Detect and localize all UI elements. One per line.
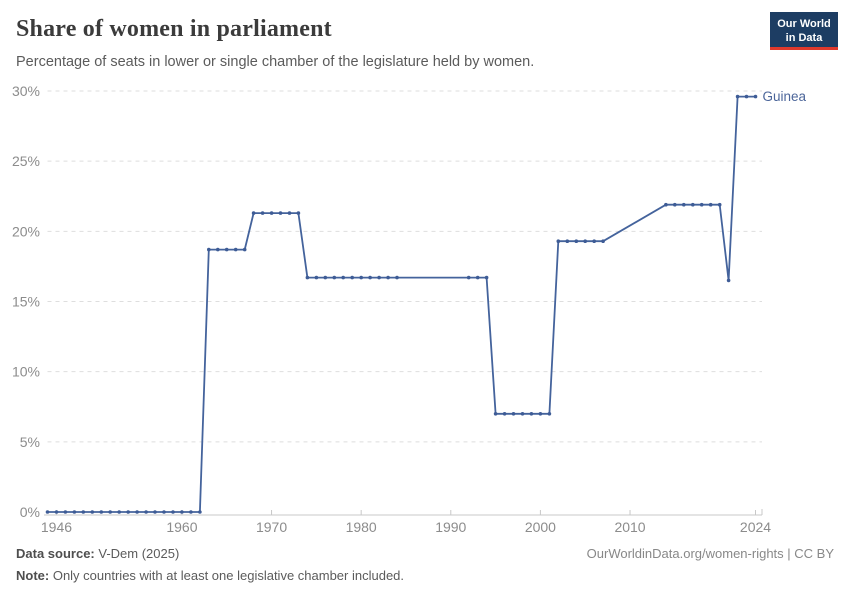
data-point[interactable] (296, 211, 301, 215)
y-axis-tick-label: 15% (12, 294, 40, 310)
data-point[interactable] (726, 278, 731, 283)
data-point[interactable] (314, 275, 319, 280)
data-point[interactable] (99, 510, 104, 514)
data-point[interactable] (278, 211, 283, 215)
data-point[interactable] (484, 275, 489, 280)
data-point[interactable] (45, 510, 50, 514)
series-line[interactable] (46, 95, 757, 513)
data-source-label: Data source: (16, 546, 95, 561)
data-point[interactable] (341, 275, 346, 280)
data-point[interactable] (171, 510, 175, 514)
y-axis-tick-label: 0% (20, 504, 40, 520)
data-point[interactable] (717, 202, 722, 207)
data-point[interactable] (180, 510, 184, 514)
data-point[interactable] (574, 239, 579, 243)
data-point[interactable] (242, 247, 247, 252)
data-point[interactable] (502, 412, 507, 416)
x-axis-tick-label: 1980 (346, 519, 377, 535)
data-point[interactable] (475, 275, 480, 280)
x-axis-tick-label: 1990 (435, 519, 466, 535)
data-point[interactable] (682, 202, 686, 207)
data-point[interactable] (153, 510, 157, 514)
data-point[interactable] (753, 94, 758, 99)
data-point[interactable] (395, 275, 399, 280)
data-point[interactable] (359, 275, 364, 280)
x-axis-tick-label: 1960 (166, 519, 197, 535)
data-point[interactable] (323, 275, 328, 280)
data-point[interactable] (72, 510, 77, 514)
data-point[interactable] (368, 275, 372, 280)
note-value: Only countries with at least one legisla… (49, 568, 405, 583)
owid-link[interactable]: OurWorldinData.org/women-rights | CC BY (586, 546, 834, 561)
data-point[interactable] (287, 211, 292, 215)
x-axis-tick-label: 1946 (41, 519, 72, 535)
data-point[interactable] (224, 247, 229, 252)
data-point[interactable] (126, 510, 130, 514)
x-axis-tick-label: 2000 (525, 519, 556, 535)
data-point[interactable] (260, 211, 265, 215)
y-axis-tick-label: 5% (20, 434, 40, 450)
data-point[interactable] (117, 510, 121, 514)
data-point[interactable] (90, 510, 95, 514)
data-point[interactable] (699, 202, 704, 207)
owid-logo-line2: in Data (785, 32, 823, 44)
data-point[interactable] (691, 202, 695, 207)
x-axis-tick-label: 2010 (614, 519, 645, 535)
x-axis-tick-label: 1970 (256, 519, 287, 535)
data-point[interactable] (708, 202, 713, 207)
chart-subtitle: Percentage of seats in lower or single c… (16, 54, 535, 70)
data-point[interactable] (529, 412, 534, 416)
y-axis-tick-label: 20% (12, 223, 40, 239)
data-point[interactable] (63, 510, 68, 514)
page-title: Share of women in parliament (16, 16, 332, 42)
entity-label[interactable]: Guinea (763, 89, 807, 104)
data-point[interactable] (592, 239, 596, 243)
owid-logo[interactable]: Our World in Data (770, 12, 838, 50)
data-point[interactable] (511, 412, 516, 416)
data-point[interactable] (108, 510, 112, 514)
note-label: Note: (16, 568, 50, 583)
data-point[interactable] (601, 239, 605, 243)
data-point[interactable] (251, 211, 256, 215)
data-point[interactable] (466, 275, 471, 280)
data-source-value[interactable]: V-Dem (2025) (94, 546, 180, 561)
data-point[interactable] (207, 247, 211, 252)
data-point[interactable] (386, 275, 390, 280)
data-point[interactable] (233, 247, 238, 252)
owid-logo-line1: Our World (777, 18, 831, 30)
data-point[interactable] (565, 239, 570, 243)
x-axis-tick-label: 2024 (740, 519, 771, 535)
data-point[interactable] (735, 94, 740, 99)
data-point[interactable] (493, 412, 498, 416)
data-point[interactable] (583, 239, 587, 243)
data-point[interactable] (54, 510, 59, 514)
data-point[interactable] (135, 510, 139, 514)
data-point[interactable] (664, 202, 668, 207)
data-point[interactable] (556, 239, 561, 243)
data-point[interactable] (744, 94, 749, 99)
data-point[interactable] (538, 412, 543, 416)
data-point[interactable] (189, 510, 193, 514)
data-point[interactable] (377, 275, 381, 280)
data-source-line: Data source: V-Dem (2025) (16, 546, 179, 561)
data-point[interactable] (332, 275, 337, 280)
data-point[interactable] (269, 211, 274, 215)
data-point[interactable] (81, 510, 86, 514)
y-axis-tick-label: 10% (12, 364, 40, 380)
data-point[interactable] (198, 510, 202, 514)
data-point[interactable] (216, 247, 220, 252)
data-point[interactable] (144, 510, 148, 514)
data-point[interactable] (350, 275, 355, 280)
y-axis-tick-label: 30% (12, 83, 40, 99)
note-line: Note: Only countries with at least one l… (16, 568, 404, 583)
data-point[interactable] (547, 412, 552, 416)
data-point[interactable] (305, 275, 310, 280)
data-point[interactable] (673, 202, 677, 207)
data-point[interactable] (520, 412, 525, 416)
data-point[interactable] (162, 510, 166, 514)
y-axis-tick-label: 25% (12, 153, 40, 169)
